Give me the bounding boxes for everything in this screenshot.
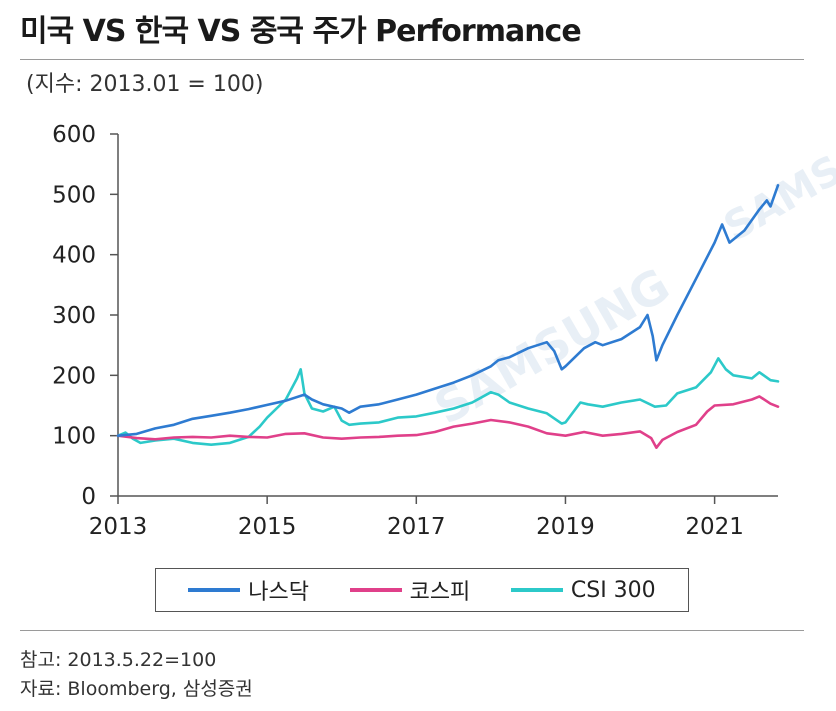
x-tick-label: 2021 <box>685 514 744 540</box>
footer-note: 참고: 2013.5.22=100 <box>20 649 217 671</box>
line-chart: SAMSUNG SAMS 0 100 200 300 400 500 600 2013 2015… <box>52 122 836 540</box>
legend-item-csi300: CSI 300 <box>510 577 656 603</box>
y-tick-label: 0 <box>81 484 96 510</box>
nasdaq-line <box>116 184 780 437</box>
legend-swatch-kospi <box>349 588 402 592</box>
x-tick-label: 2013 <box>89 514 148 540</box>
footer-divider <box>20 630 804 631</box>
axes: 0 100 200 300 400 500 600 2013 2015 2017 2019 2021 <box>52 122 778 540</box>
x-tick-label: 2017 <box>387 514 446 540</box>
chart-subtitle: (지수: 2013.01 = 100) <box>26 72 264 97</box>
footer-source: 자료: Bloomberg, 삼성증권 <box>20 678 253 700</box>
y-tick-label: 400 <box>52 243 96 269</box>
legend-swatch-csi300 <box>510 588 563 592</box>
y-tick-label: 200 <box>52 363 96 389</box>
legend-label-kospi: 코스피 <box>409 580 471 605</box>
page-title: 미국 VS 한국 VS 중국 주가 Performance <box>20 14 582 49</box>
y-tick-label: 500 <box>52 182 96 208</box>
legend-label-csi300: CSI 300 <box>570 577 656 603</box>
y-tick-label: 100 <box>52 424 96 450</box>
series-layer <box>116 184 780 449</box>
watermark-corner-text: SAMS <box>716 147 836 251</box>
legend: 나스닥 코스피 CSI 300 <box>155 568 689 612</box>
legend-label-nasdaq: 나스닥 <box>248 580 310 605</box>
watermark-main-text: SAMSUNG <box>425 257 678 434</box>
y-tick-label: 600 <box>52 122 96 148</box>
csi300-line <box>116 357 780 446</box>
title-divider <box>20 59 804 60</box>
legend-item-nasdaq: 나스닥 <box>188 574 309 606</box>
y-tick-label: 300 <box>52 303 96 329</box>
x-tick-label: 2019 <box>536 514 595 540</box>
legend-item-kospi: 코스피 <box>349 574 471 606</box>
kospi-line <box>116 395 780 449</box>
watermark: SAMSUNG SAMS <box>425 147 836 435</box>
x-tick-label: 2015 <box>238 514 297 540</box>
legend-swatch-nasdaq <box>188 588 241 592</box>
